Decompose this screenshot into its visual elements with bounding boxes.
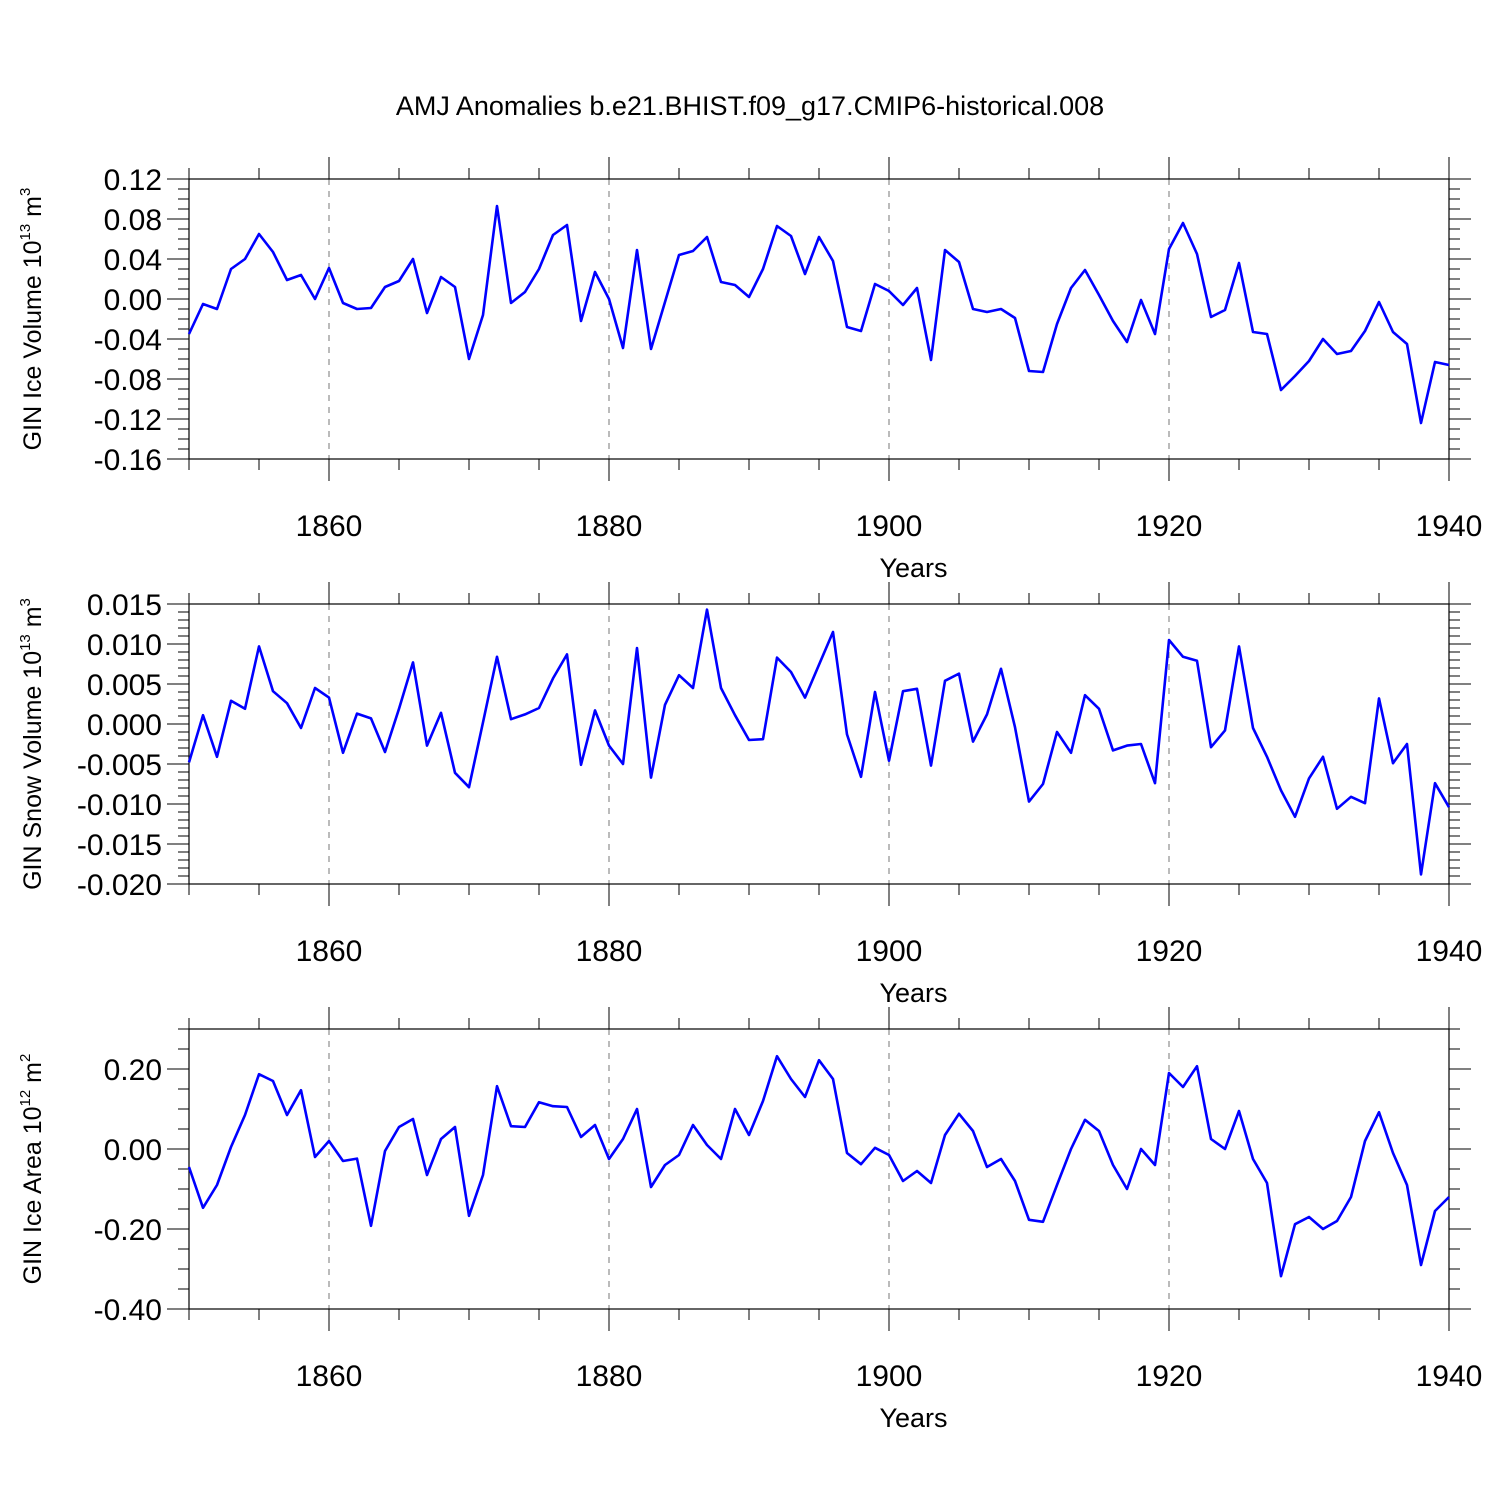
snow-volume-x-tick-label: 1920 — [1136, 935, 1203, 968]
snow-volume-y-tick-label: -0.010 — [77, 789, 162, 822]
ice-volume-x-tick-label: 1920 — [1136, 510, 1203, 543]
ice-volume-y-axis-label-text: GIN Ice Volume 10 — [19, 240, 47, 450]
snow-volume-series-line — [187, 608, 1451, 876]
ice-area-series-line — [187, 1054, 1450, 1278]
ice-area-x-tick-label: 1900 — [856, 1360, 923, 1393]
ice-volume-x-tick-label: 1900 — [856, 510, 923, 543]
snow-volume-y-tick-label: -0.020 — [77, 869, 162, 902]
snow-volume-y-tick-label: -0.015 — [77, 829, 162, 862]
ice-volume-y-axis-label-unit: m — [19, 196, 47, 224]
ice-volume-y-axis-label: GIN Ice Volume 1013 m3 — [17, 188, 47, 451]
snow-volume-y-axis-label-unit: m — [19, 606, 47, 634]
ice-volume-y-tick-label: 0.08 — [104, 204, 162, 237]
ice-area-y-axis-label-unit: m — [19, 1062, 47, 1090]
ice-volume-y-axis-label-unit-exponent: 3 — [17, 188, 34, 196]
chart-title: AMJ Anomalies b.e21.BHIST.f09_g17.CMIP6-… — [396, 91, 1104, 121]
ice-area-y-axis-label-unit-exponent: 2 — [17, 1054, 34, 1062]
panel-ice-volume: 1860 1880 1900 1920 1940 Years 0.12 0.08 0.04 0.0… — [17, 157, 1482, 583]
ice-volume-series-line — [187, 204, 1450, 425]
ice-volume-x-tick-label: 1940 — [1416, 510, 1483, 543]
ice-area-y-axis-label-text: GIN Ice Area 10 — [19, 1106, 47, 1284]
snow-volume-x-tick-label: 1900 — [856, 935, 923, 968]
snow-volume-x-tick-label: 1880 — [576, 935, 643, 968]
ice-area-x-axis-label: Years — [879, 1403, 947, 1433]
ice-area-y-axis-label: GIN Ice Area 1012 m2 — [17, 1054, 47, 1285]
ice-area-y-tick-label: -0.20 — [94, 1214, 162, 1247]
ice-area-x-tick-label: 1860 — [296, 1360, 363, 1393]
ice-volume-y-tick-label: 0.04 — [104, 244, 162, 277]
ice-volume-y-axis-label-exponent: 13 — [17, 224, 34, 241]
ice-area-y-tick-label: 0.20 — [104, 1054, 162, 1087]
snow-volume-y-tick-label: 0.015 — [87, 589, 162, 622]
snow-volume-y-axis-label-exponent: 13 — [17, 634, 34, 651]
snow-volume-y-axis-label-unit-exponent: 3 — [17, 598, 34, 606]
snow-volume-y-axis-label-text: GIN Snow Volume 10 — [19, 651, 47, 890]
ice-volume-y-tick-label: -0.04 — [94, 324, 162, 357]
snow-volume-x-tick-label: 1940 — [1416, 935, 1483, 968]
snow-volume-x-tick-label: 1860 — [296, 935, 363, 968]
ice-volume-y-tick-label: -0.16 — [94, 444, 162, 477]
ice-area-y-axis-label-exponent: 12 — [17, 1090, 34, 1107]
panel-ice-area: 1860 1880 1900 1920 1940 Years 0.20 0.00 -0.20 -0… — [17, 1007, 1482, 1433]
ice-area-x-tick-label: 1920 — [1136, 1360, 1203, 1393]
snow-volume-y-tick-label: -0.005 — [77, 749, 162, 782]
ice-volume-x-tick-label: 1860 — [296, 510, 363, 543]
ice-volume-y-tick-label: -0.08 — [94, 364, 162, 397]
ice-volume-x-tick-label: 1880 — [576, 510, 643, 543]
snow-volume-y-tick-label: 0.005 — [87, 669, 162, 702]
ice-area-x-tick-label: 1880 — [576, 1360, 643, 1393]
panel-snow-volume: 1860 1880 1900 1920 1940 Years 0.015 0.010 0.005… — [17, 582, 1482, 1008]
snow-volume-y-tick-label: 0.000 — [87, 709, 162, 742]
ice-volume-y-tick-label: 0.12 — [104, 164, 162, 197]
ice-volume-x-axis-label: Years — [879, 553, 947, 583]
ice-area-y-tick-label: 0.00 — [104, 1134, 162, 1167]
ice-area-x-tick-label: 1940 — [1416, 1360, 1483, 1393]
snow-volume-y-tick-label: 0.010 — [87, 629, 162, 662]
snow-volume-y-axis-label: GIN Snow Volume 1013 m3 — [17, 598, 47, 890]
ice-volume-y-tick-label: 0.00 — [104, 284, 162, 317]
snow-volume-x-axis-label: Years — [879, 978, 947, 1008]
ice-volume-y-tick-label: -0.12 — [94, 404, 162, 437]
ice-area-y-tick-label: -0.40 — [94, 1294, 162, 1327]
